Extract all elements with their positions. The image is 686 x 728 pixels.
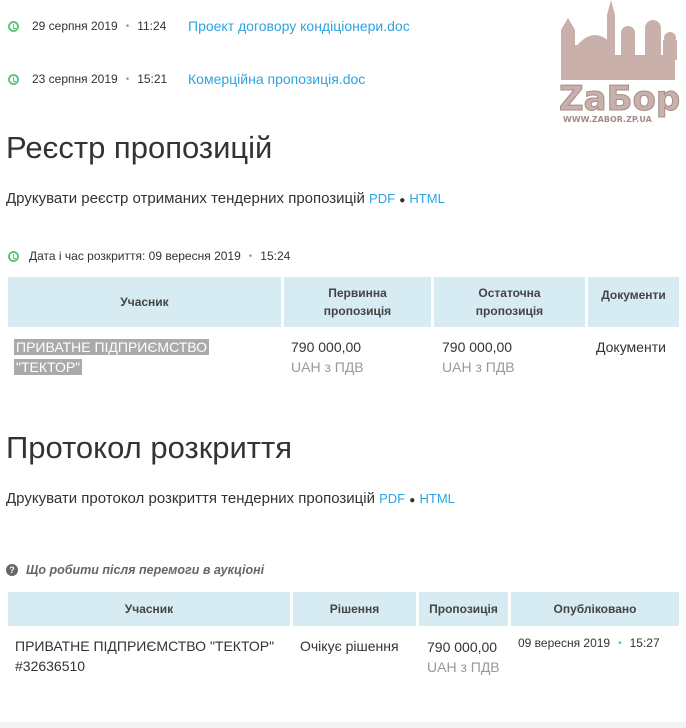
amount: 790 000,00: [442, 339, 513, 355]
registry-title: Реєстр пропозицій: [6, 130, 273, 165]
help-row: ? Що робити після перемоги в аукціоні: [6, 563, 264, 577]
participant-name: ПРИВАТНЕ ПІДПРИЄМСТВО "ТЕКТОР" #32636510: [15, 636, 287, 676]
participant-code: #32636510: [15, 658, 86, 674]
separator-dot: •: [125, 73, 130, 85]
pdf-link[interactable]: PDF: [369, 191, 396, 206]
published-datetime: 09 вересня 2019 • 15:27: [518, 636, 660, 650]
currency: UAH з ПДВ: [442, 359, 515, 375]
opening-datetime: Дата і час розкриття: 09 вересня 2019 • …: [8, 249, 290, 263]
zabor-logo: ZaБор WWW.ZABOR.ZP.UA: [555, 0, 685, 125]
document-link[interactable]: Комерційна пропозиція.doc: [188, 71, 366, 87]
protocol-title: Протокол розкриття: [6, 430, 292, 465]
separator-dot: •: [125, 20, 130, 32]
protocol-print-line: Друкувати протокол розкриття тендерних п…: [6, 490, 455, 507]
documents-link[interactable]: Документи: [596, 339, 666, 355]
opening-date: Дата і час розкриття: 09 вересня 2019: [29, 249, 241, 263]
header-participant: Учасник: [8, 592, 290, 626]
document-time: 15:21: [137, 72, 168, 86]
document-date: 29 серпня 2019: [32, 19, 118, 33]
separator-dot: •: [618, 637, 622, 649]
final-offer: 790 000,00 UAH з ПДВ: [442, 337, 582, 377]
participant-name: ПРИВАТНЕ ПІДПРИЄМСТВО "ТЕКТОР": [14, 337, 279, 377]
header-offer: Пропозиція: [419, 592, 508, 626]
opening-time: 15:24: [260, 249, 291, 263]
participant-line: ПРИВАТНЕ ПІДПРИЄМСТВО: [14, 339, 210, 355]
header-participant: Учасник: [8, 277, 281, 327]
separator: ●: [409, 495, 416, 506]
currency: UAH з ПДВ: [291, 359, 364, 375]
participant-line: "ТЕКТОР": [14, 359, 83, 375]
amount: 790 000,00: [291, 339, 362, 355]
document-row: 29 серпня 2019 • 11:24 Проект договору к…: [8, 18, 410, 34]
help-link[interactable]: Що робити після перемоги в аукціоні: [26, 563, 265, 577]
currency: UAH з ПДВ: [427, 659, 500, 675]
html-link[interactable]: HTML: [409, 191, 445, 206]
print-text: Друкувати реєстр отриманих тендерних про…: [6, 190, 365, 207]
separator-dot: •: [248, 250, 253, 262]
participant: ПРИВАТНЕ ПІДПРИЄМСТВО "ТЕКТОР": [15, 638, 275, 654]
svg-text:WWW.ZABOR.ZP.UA: WWW.ZABOR.ZP.UA: [563, 115, 653, 124]
decision-status: Очікує рішення: [300, 638, 399, 654]
document-link[interactable]: Проект договору кондіціонери.doc: [188, 18, 410, 34]
header-initial-offer: Первинна пропозиція: [284, 277, 431, 327]
offer: 790 000,00 UAH з ПДВ: [427, 637, 507, 677]
registry-print-line: Друкувати реєстр отриманих тендерних про…: [6, 190, 445, 207]
header-documents: Документи: [588, 277, 679, 327]
html-link[interactable]: HTML: [419, 491, 455, 506]
clock-icon: [8, 73, 19, 85]
help-icon: ?: [6, 564, 18, 576]
document-row: 23 серпня 2019 • 15:21 Комерційна пропоз…: [8, 71, 365, 87]
clock-icon: [8, 20, 19, 32]
published-date: 09 вересня 2019: [518, 636, 611, 650]
document-date: 23 серпня 2019: [32, 72, 118, 86]
separator: ●: [399, 195, 406, 206]
header-published: Опубліковано: [511, 592, 679, 626]
print-text: Друкувати протокол розкриття тендерних п…: [6, 490, 375, 507]
initial-offer: 790 000,00 UAH з ПДВ: [291, 337, 429, 377]
pdf-link[interactable]: PDF: [379, 491, 406, 506]
clock-icon: [8, 250, 19, 262]
svg-text:ZaБор: ZaБор: [559, 79, 680, 119]
amount: 790 000,00: [427, 639, 498, 655]
footer-strip: [0, 722, 686, 728]
published-time: 15:27: [629, 636, 660, 650]
header-final-offer: Остаточна пропозиція: [434, 277, 585, 327]
document-time: 11:24: [137, 19, 167, 33]
header-decision: Рішення: [293, 592, 416, 626]
